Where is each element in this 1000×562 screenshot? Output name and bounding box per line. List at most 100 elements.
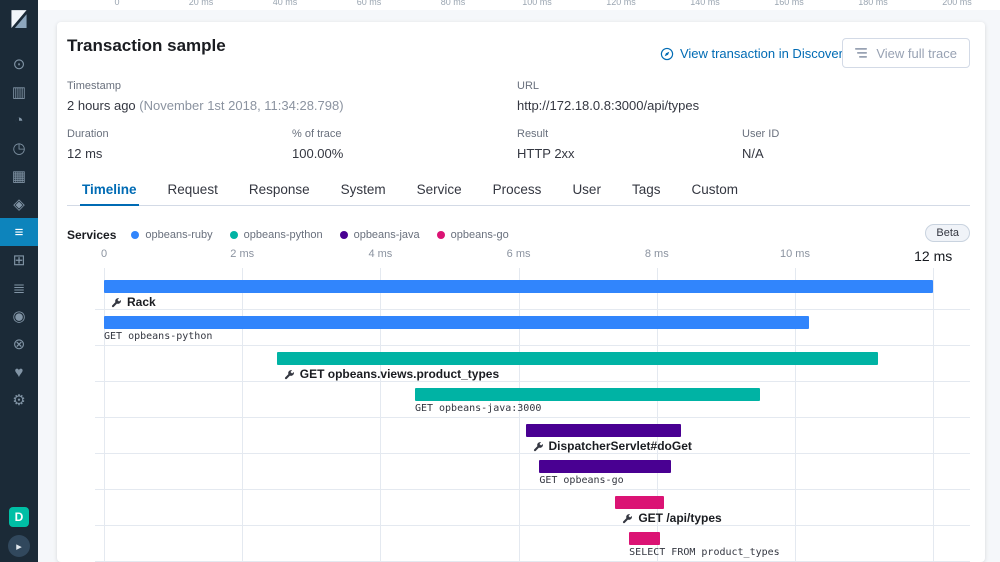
sidebar-item-maps[interactable]: ◈ — [0, 190, 38, 218]
wrench-icon — [111, 297, 122, 308]
sidebar-item-infrastructure[interactable]: ⊞ — [0, 246, 38, 274]
field-value: 100.00% — [292, 146, 344, 161]
span-bar[interactable] — [629, 532, 661, 545]
span-label[interactable]: Rack — [111, 295, 156, 309]
service-color-dot — [436, 231, 445, 239]
legend-item-opbeans-go: opbeans-go — [436, 229, 509, 241]
span-label[interactable]: GET opbeans-java:3000 — [415, 403, 541, 414]
waterfall-row: Rack — [95, 274, 970, 310]
field-user-id: User ID N/A — [742, 128, 779, 161]
waterfall-row: GET opbeans-java:3000 — [95, 382, 970, 418]
sidebar-item-visualize[interactable]: ▥ — [0, 78, 38, 106]
sidebar-item-monitoring[interactable]: ♥ — [0, 358, 38, 386]
axis-tick-label: 8 ms — [644, 248, 669, 260]
infrastructure-icon: ⊞ — [12, 252, 26, 269]
fields-layer: Timestamp 2 hours ago (November 1st 2018,… — [57, 22, 985, 562]
span-name: DispatcherServlet#doGet — [548, 439, 692, 453]
timelion-icon: ◷ — [12, 140, 26, 157]
tab-user[interactable]: User — [572, 182, 601, 197]
view-full-trace-button[interactable]: View full trace — [842, 38, 970, 68]
span-bar[interactable] — [539, 460, 671, 473]
span-bar[interactable] — [414, 388, 761, 401]
waterfall-row: SELECT FROM product_types — [95, 526, 970, 562]
tab-request[interactable]: Request — [167, 182, 218, 197]
span-label[interactable]: DispatcherServlet#doGet — [533, 439, 692, 453]
sidebar-item-graph[interactable]: ◉ — [0, 302, 38, 330]
span-bar[interactable] — [104, 316, 809, 329]
axis-tick-label: 2 ms — [230, 248, 255, 260]
dev-tools-icon: ⊗ — [12, 336, 26, 353]
axis-tick-label: 0 — [100, 248, 108, 260]
tab-timeline[interactable]: Timeline — [80, 174, 139, 206]
dashboard-icon: ◔ — [14, 111, 24, 129]
sidebar-item-management[interactable]: ⚙ — [0, 386, 38, 414]
app-sidebar: ⊙ ▥ ◔ ◷ ▦ ◈ ≡ ⊞ ≣ ◉ ⊗ ♥ ⚙ D ▸ — [0, 0, 38, 562]
sidebar-item-dev-tools[interactable]: ⊗ — [0, 330, 38, 358]
span-label[interactable]: GET opbeans-python — [104, 331, 212, 342]
field-label: URL — [517, 80, 540, 92]
gridline — [380, 268, 382, 562]
discover-icon: ⊙ — [12, 56, 26, 73]
tab-custom[interactable]: Custom — [691, 182, 738, 197]
field-label: User ID — [742, 128, 780, 140]
span-bar[interactable] — [525, 424, 681, 437]
transaction-sample-panel: Transaction sample View transaction in D… — [57, 22, 985, 562]
view-in-discover-label: View transaction in Discover — [679, 46, 843, 61]
ruler-tick-label: 120 ms — [606, 0, 636, 7]
tab-process[interactable]: Process — [492, 182, 542, 197]
sidebar-item-apm[interactable]: ≡ — [0, 218, 38, 246]
gridline — [242, 268, 244, 562]
sidebar-item-discover[interactable]: ⊙ — [0, 50, 38, 78]
span-bar[interactable] — [276, 352, 878, 365]
tab-tags[interactable]: Tags — [631, 182, 661, 197]
service-color-dot — [229, 231, 238, 239]
collapse-icon: ▸ — [16, 540, 22, 553]
span-bar[interactable] — [104, 280, 934, 293]
gridline — [795, 268, 796, 562]
sidebar-item-logs[interactable]: ≣ — [0, 274, 38, 302]
waterfall-row: GET opbeans-python — [95, 310, 970, 346]
sidebar-bottom: D ▸ — [0, 507, 38, 557]
axis-tick-label: 10 ms — [780, 248, 810, 260]
sidebar-item-dashboard[interactable]: ◔ — [0, 106, 38, 134]
field-label: Timestamp — [67, 80, 121, 92]
view-in-discover-link[interactable]: View transaction in Discover — [660, 46, 843, 61]
span-label[interactable]: GET opbeans.views.product_types — [284, 367, 499, 381]
legend-label: opbeans-ruby — [145, 229, 213, 241]
span-label[interactable]: GET opbeans-go — [539, 475, 623, 486]
field-value: 12 ms — [67, 146, 103, 161]
span-label[interactable]: SELECT FROM product_types — [629, 547, 780, 558]
legend-items: opbeans-ruby opbeans-python opbeans-java op… — [131, 226, 525, 244]
monitoring-icon: ♥ — [14, 363, 24, 381]
wrench-icon — [284, 369, 295, 380]
span-label[interactable]: GET /api/types — [622, 511, 722, 525]
beta-badge: Beta — [925, 224, 970, 242]
sidebar-item-canvas[interactable]: ▦ — [0, 162, 38, 190]
ruler-tick-label: 20 ms — [188, 0, 214, 7]
field-value: http://172.18.0.8:3000/api/types — [517, 98, 700, 113]
sidebar-item-timelion[interactable]: ◷ — [0, 134, 38, 162]
tab-system[interactable]: System — [340, 182, 386, 197]
kibana-logo[interactable] — [0, 0, 38, 38]
gridline — [518, 268, 520, 562]
span-name: GET opbeans-java:3000 — [414, 403, 542, 414]
ruler-tick-label: 160 ms — [774, 0, 804, 7]
legend-label: opbeans-java — [353, 229, 420, 241]
wrench-icon — [622, 513, 633, 524]
trace-icon — [855, 48, 868, 58]
legend-item-opbeans-ruby: opbeans-ruby — [131, 229, 213, 241]
field-value: 2 hours ago (November 1st 2018, 11:34:28… — [67, 98, 344, 113]
waterfall-row: GET opbeans-go — [95, 454, 970, 490]
span-bar[interactable] — [615, 496, 664, 509]
collapse-nav-button[interactable]: ▸ — [8, 535, 30, 557]
axis-tick-label: 12 ms — [914, 248, 953, 264]
tab-response[interactable]: Response — [248, 182, 310, 197]
page-title: Transaction sample — [67, 36, 226, 55]
space-badge[interactable]: D — [9, 507, 29, 527]
top-ruler: 0 20 ms 40 ms 60 ms 80 ms 100 ms 120 ms 140 ms 1… — [38, 0, 1000, 10]
tab-service[interactable]: Service — [416, 182, 462, 197]
field-result: Result HTTP 2xx — [517, 128, 575, 161]
span-name: GET opbeans-go — [539, 475, 624, 486]
ruler-tick-label: 80 ms — [440, 0, 466, 7]
